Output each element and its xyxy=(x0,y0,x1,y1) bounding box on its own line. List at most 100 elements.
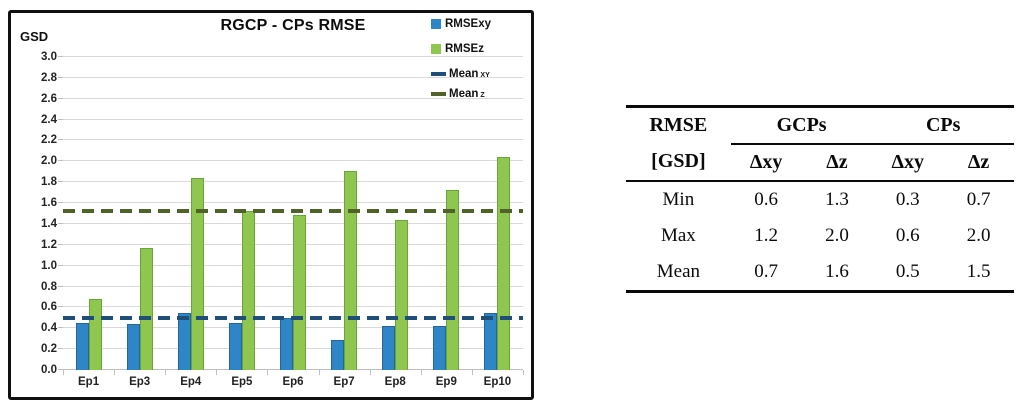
table-cell: 1.5 xyxy=(966,261,991,283)
table-header-row-1: RMSE GCPs CPs xyxy=(626,106,1014,145)
table-row-mean: Mean 0.7 1.6 0.5 1.5 xyxy=(626,255,1014,292)
plot-area xyxy=(58,56,524,375)
x-tick xyxy=(216,370,218,375)
y-tick xyxy=(58,56,63,57)
table-subheader-gcp-dz: Δz xyxy=(801,143,873,182)
legend-swatch-icon xyxy=(431,19,441,29)
x-axis-label-ep3: Ep3 xyxy=(129,376,151,388)
bar-rmsexy-ep10 xyxy=(484,312,498,370)
bar-group-ep6 xyxy=(267,57,318,370)
bar-rmsez-ep1 xyxy=(88,299,102,370)
y-tick-label: 0.6 xyxy=(41,301,57,314)
row-label: Mean xyxy=(656,261,701,283)
y-tick-label: 2.4 xyxy=(41,113,57,126)
y-tick-label: 1.2 xyxy=(41,238,57,251)
chart-frame: GSD RGCP - CPs RMSE 0.0 0.2 0.4 0.6 0.8 1.0 1.… xyxy=(8,10,534,400)
x-tick xyxy=(63,370,64,375)
x-tick xyxy=(165,370,167,375)
table-cell: 2.0 xyxy=(825,225,849,246)
y-tick xyxy=(58,118,63,120)
bar-group-ep7 xyxy=(319,57,370,370)
row-label: Min xyxy=(662,188,695,210)
y-axis: 0.0 0.2 0.4 0.6 0.8 1.0 1.2 1.4 1.6 1.8 2.0 2.2 2.4 2… xyxy=(21,51,57,376)
bar-group-ep5 xyxy=(216,57,267,370)
legend-label: RMSEz xyxy=(445,43,484,55)
x-axis-label-ep7: Ep7 xyxy=(333,376,355,388)
x-tick xyxy=(114,370,116,375)
y-axis-unit-label: GSD xyxy=(20,29,49,44)
bar-rmsez-ep5 xyxy=(241,211,255,370)
table-cell: 1.6 xyxy=(825,261,849,283)
y-tick-label: 1.6 xyxy=(41,197,57,210)
table-header-row-2: [GSD] Δxy Δz Δxy Δz xyxy=(626,143,1014,182)
y-tick xyxy=(58,76,63,78)
x-tick xyxy=(523,370,524,375)
mean-line-z xyxy=(63,209,523,214)
gridline xyxy=(63,160,523,162)
table-header-gsd: [GSD] xyxy=(626,143,731,182)
legend-label-sub: xy xyxy=(480,68,490,80)
x-axis: Ep1 Ep3 Ep4 Ep5 Ep6 Ep7 Ep8 Ep9 Ep10 xyxy=(63,376,523,388)
x-axis-label-ep1: Ep1 xyxy=(78,376,100,388)
y-tick xyxy=(58,306,63,308)
x-axis-label-ep10: Ep10 xyxy=(483,376,512,388)
x-axis-label-ep5: Ep5 xyxy=(231,376,253,388)
bar-group-ep9 xyxy=(421,57,472,370)
table-cell: 0.7 xyxy=(966,188,991,210)
y-tick-label: 0.8 xyxy=(41,280,57,293)
y-tick-label: 2.0 xyxy=(41,155,57,168)
table-subheader-cp-dz: Δz xyxy=(943,143,1014,182)
y-tick xyxy=(58,97,63,99)
rmse-table: RMSE GCPs CPs [GSD] Δxy Δz Δxy Δz Min 0.6… xyxy=(626,105,1014,293)
chart-title: RGCP - CPs RMSE xyxy=(220,17,366,34)
bar-group-ep3 xyxy=(114,57,165,370)
y-tick xyxy=(58,243,63,245)
y-tick-label: 2.6 xyxy=(41,92,57,105)
table-cell: 0.5 xyxy=(895,261,920,283)
bar-rmsexy-ep5 xyxy=(228,323,242,370)
table-row-max: Max 1.2 2.0 0.6 2.0 xyxy=(626,218,1014,255)
table-body: Min 0.6 1.3 0.3 0.7 Max 1.2 2.0 0.6 2.0 Mean 0.7 1.6… xyxy=(626,181,1014,292)
gridline xyxy=(63,56,523,57)
gridline xyxy=(63,118,523,120)
y-tick-label: 0.2 xyxy=(41,343,57,356)
legend-label: Mean xyxy=(449,88,479,100)
bar-rmsez-ep8 xyxy=(395,219,409,370)
bar-rmsexy-ep4 xyxy=(177,312,191,370)
gridline xyxy=(63,139,523,141)
table-cell: 2.0 xyxy=(966,225,991,246)
bar-rmsexy-ep8 xyxy=(382,326,396,370)
table-group-gcps: GCPs xyxy=(730,106,873,145)
y-tick xyxy=(58,327,63,329)
x-axis-label-ep4: Ep4 xyxy=(180,376,202,388)
table-row-min: Min 0.6 1.3 0.3 0.7 xyxy=(626,181,1014,218)
table-cell: 0.3 xyxy=(895,188,920,210)
bar-rmsez-ep6 xyxy=(292,214,306,370)
legend: RMSExy RMSEz Mean xy Mean z xyxy=(431,18,527,108)
legend-line-icon xyxy=(431,72,446,76)
bar-rmsexy-ep7 xyxy=(331,339,345,370)
bar-rmsez-ep9 xyxy=(446,189,460,370)
row-label: Max xyxy=(660,225,696,246)
x-tick xyxy=(471,370,473,375)
legend-item-rmsez: RMSEz xyxy=(431,43,527,55)
mean-line-xy xyxy=(63,315,523,320)
y-tick-label: 2.2 xyxy=(41,134,57,147)
legend-swatch-icon xyxy=(431,44,441,54)
y-tick xyxy=(58,264,63,266)
bar-rmsez-ep3 xyxy=(139,247,153,370)
x-tick xyxy=(420,370,422,375)
legend-label-sub: z xyxy=(480,88,485,100)
gridline xyxy=(63,97,523,99)
legend-item-rmsexy: RMSExy xyxy=(431,18,527,30)
table-group-cps: CPs xyxy=(872,106,1014,145)
x-tick xyxy=(369,370,371,375)
y-tick xyxy=(58,181,63,183)
y-tick xyxy=(58,348,63,350)
table-cell: 0.7 xyxy=(754,261,779,283)
y-tick-label: 2.8 xyxy=(41,71,57,84)
y-tick xyxy=(58,285,63,287)
x-axis-label-ep9: Ep9 xyxy=(435,376,457,388)
table-subheader-gcp-dxy: Δxy xyxy=(730,143,802,182)
